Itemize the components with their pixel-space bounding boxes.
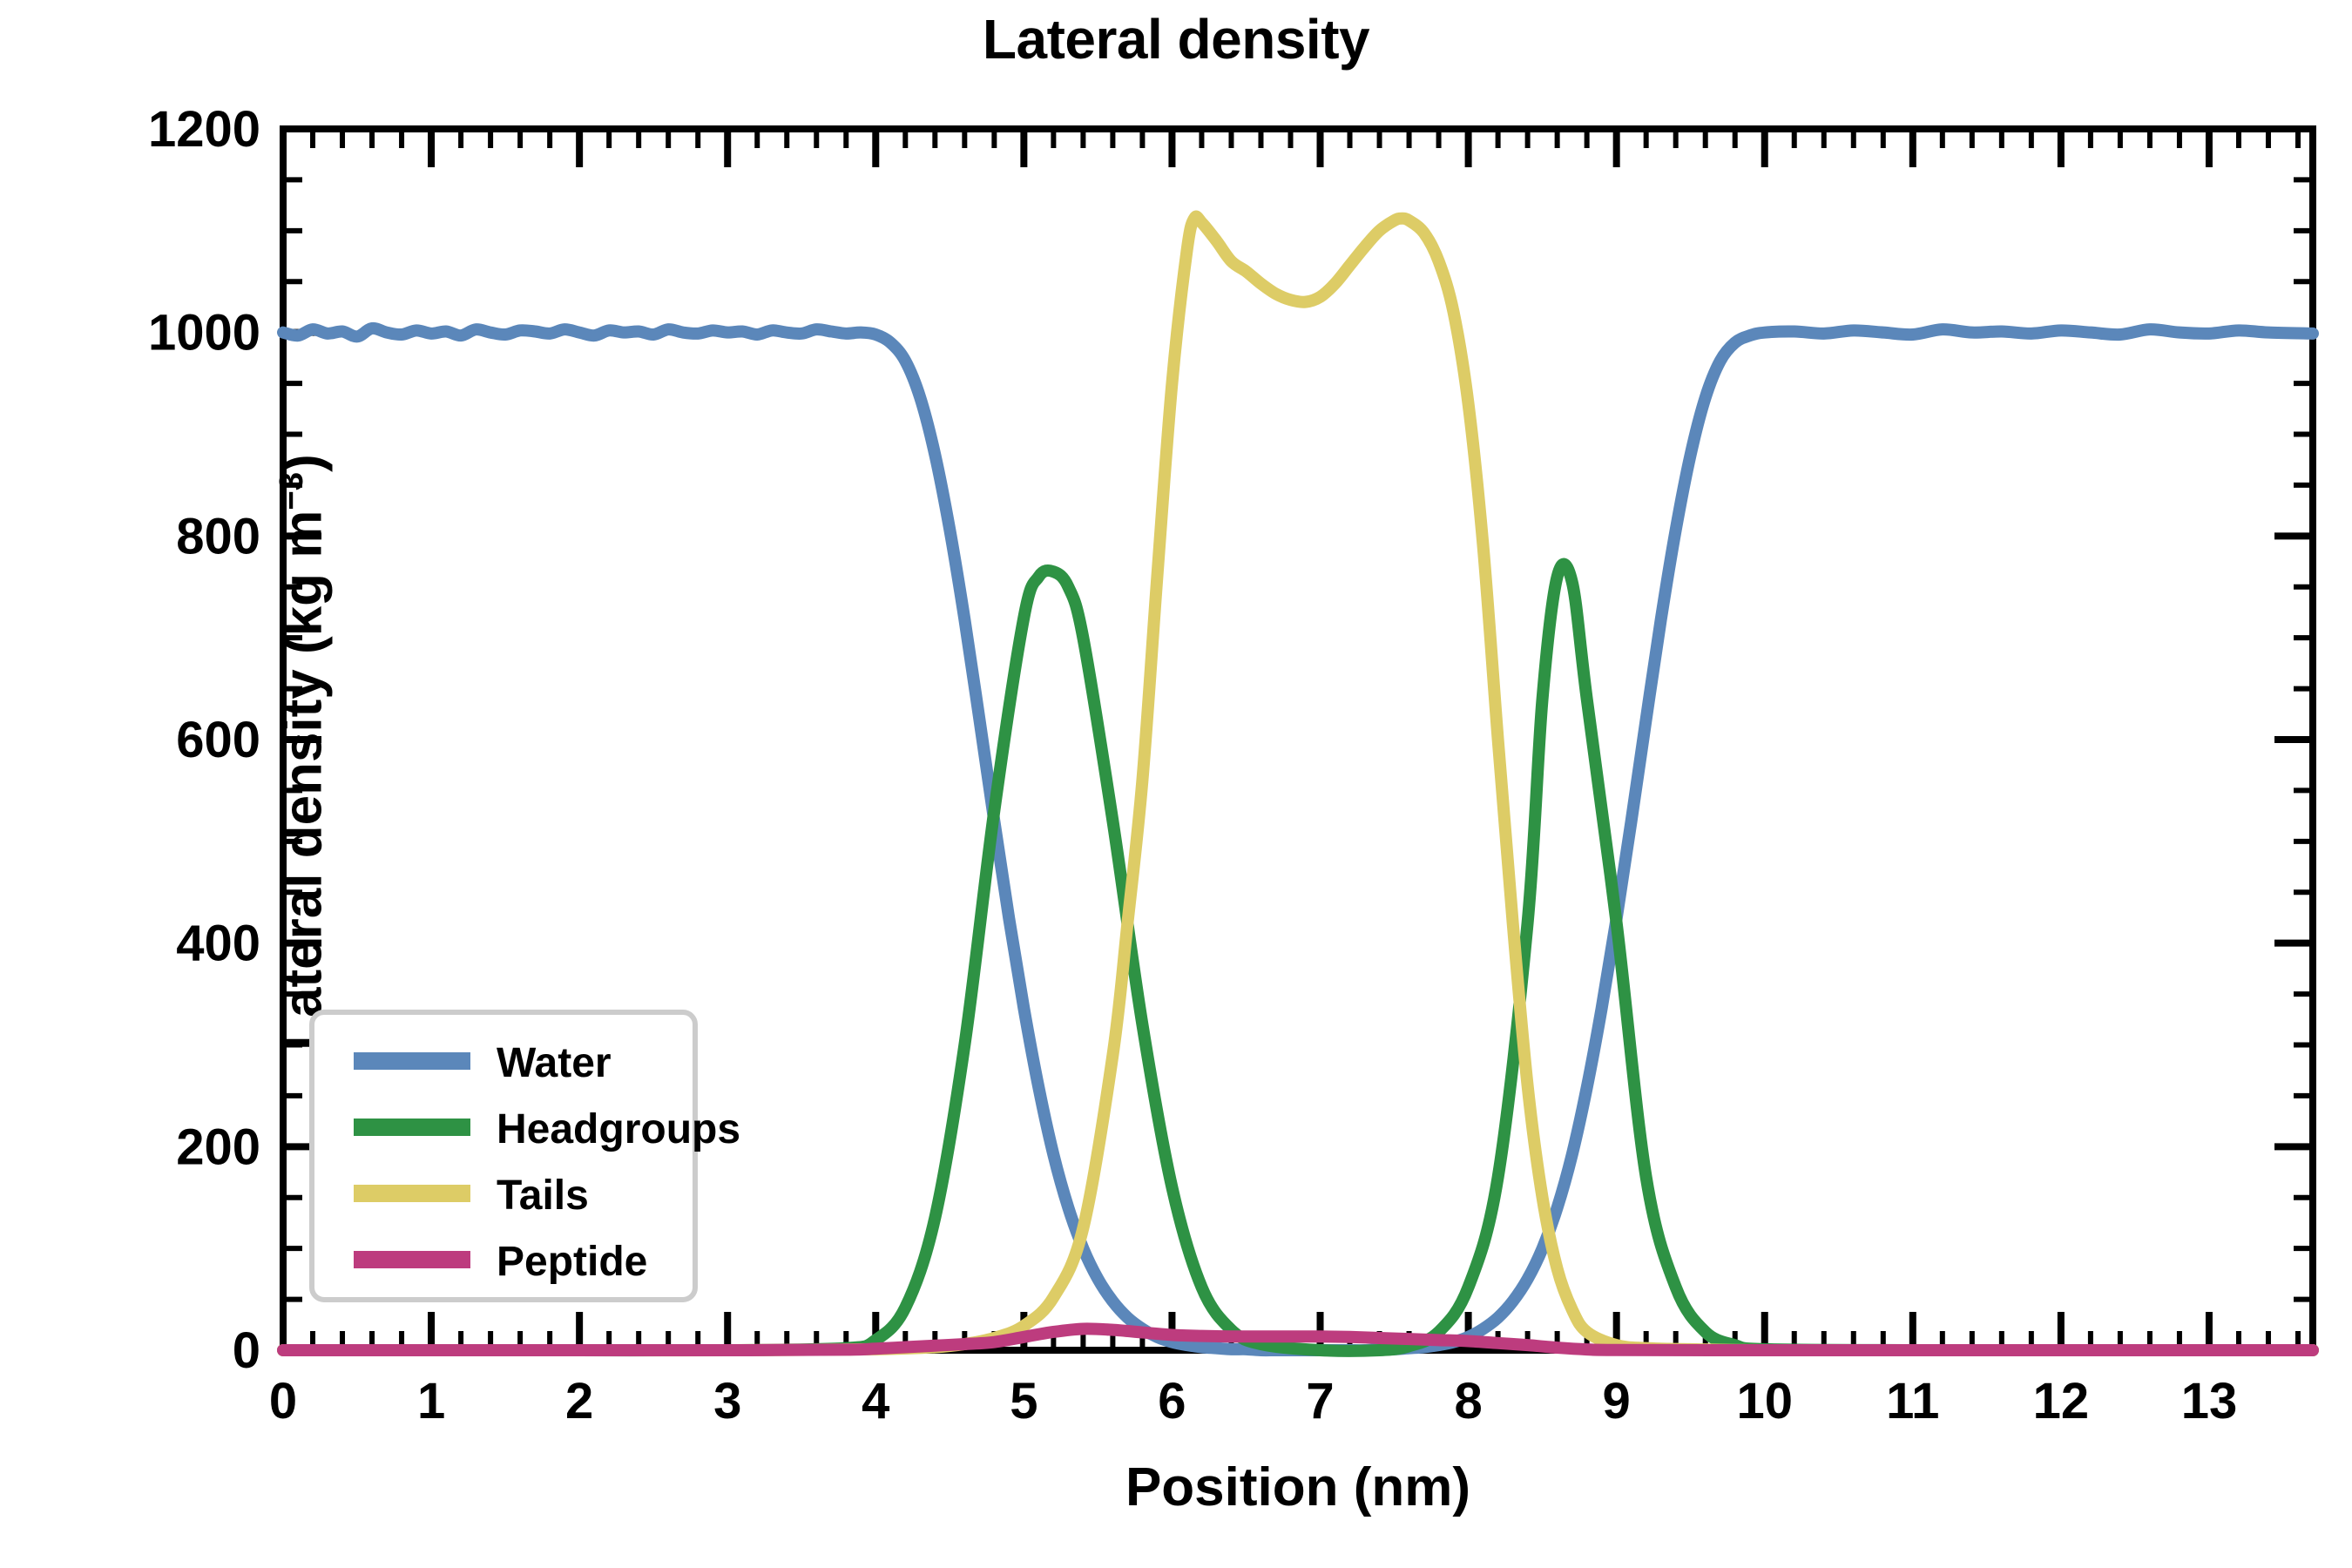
y-tick-label: 600	[176, 712, 260, 768]
y-tick-label: 200	[176, 1119, 260, 1175]
x-tick-label: 13	[2181, 1373, 2238, 1429]
series-line-peptide	[277, 1322, 2319, 1357]
x-tick-label: 8	[1454, 1373, 1482, 1429]
x-tick-label: 0	[269, 1373, 297, 1429]
x-tick-label: 3	[713, 1373, 741, 1429]
y-tick-label: 1200	[148, 101, 260, 158]
x-tick-label: 9	[1603, 1373, 1631, 1429]
legend-label-water: Water	[497, 1040, 612, 1086]
legend-label-tails: Tails	[497, 1173, 589, 1219]
data-series-group	[277, 210, 2319, 1357]
x-tick-label: 12	[2033, 1373, 2090, 1429]
x-tick-label: 2	[565, 1373, 593, 1429]
chart-title: Lateral density	[982, 8, 1370, 71]
x-tick-label: 5	[1010, 1373, 1037, 1429]
legend[interactable]: Water Headgroups Tails Peptide	[309, 1010, 740, 1302]
x-tick-label: 11	[1886, 1373, 1939, 1429]
y-tick-label: 1000	[148, 305, 260, 362]
series-line-tails	[277, 210, 2319, 1357]
legend-label-peptide: Peptide	[497, 1239, 647, 1285]
x-tick-label: 7	[1306, 1373, 1334, 1429]
x-tick-label: 1	[417, 1373, 445, 1429]
x-tick-label: 4	[862, 1373, 889, 1429]
x-axis-label: Position (nm)	[1125, 1457, 1471, 1517]
x-tick-label: 6	[1158, 1373, 1186, 1429]
x-tick-label: 10	[1736, 1373, 1793, 1429]
y-tick-label: 0	[233, 1322, 260, 1379]
y-tick-label: 400	[176, 916, 260, 972]
series-line-headgroups	[277, 558, 2319, 1357]
y-tick-label: 800	[176, 508, 260, 564]
legend-label-headgroups: Headgroups	[497, 1106, 740, 1152]
